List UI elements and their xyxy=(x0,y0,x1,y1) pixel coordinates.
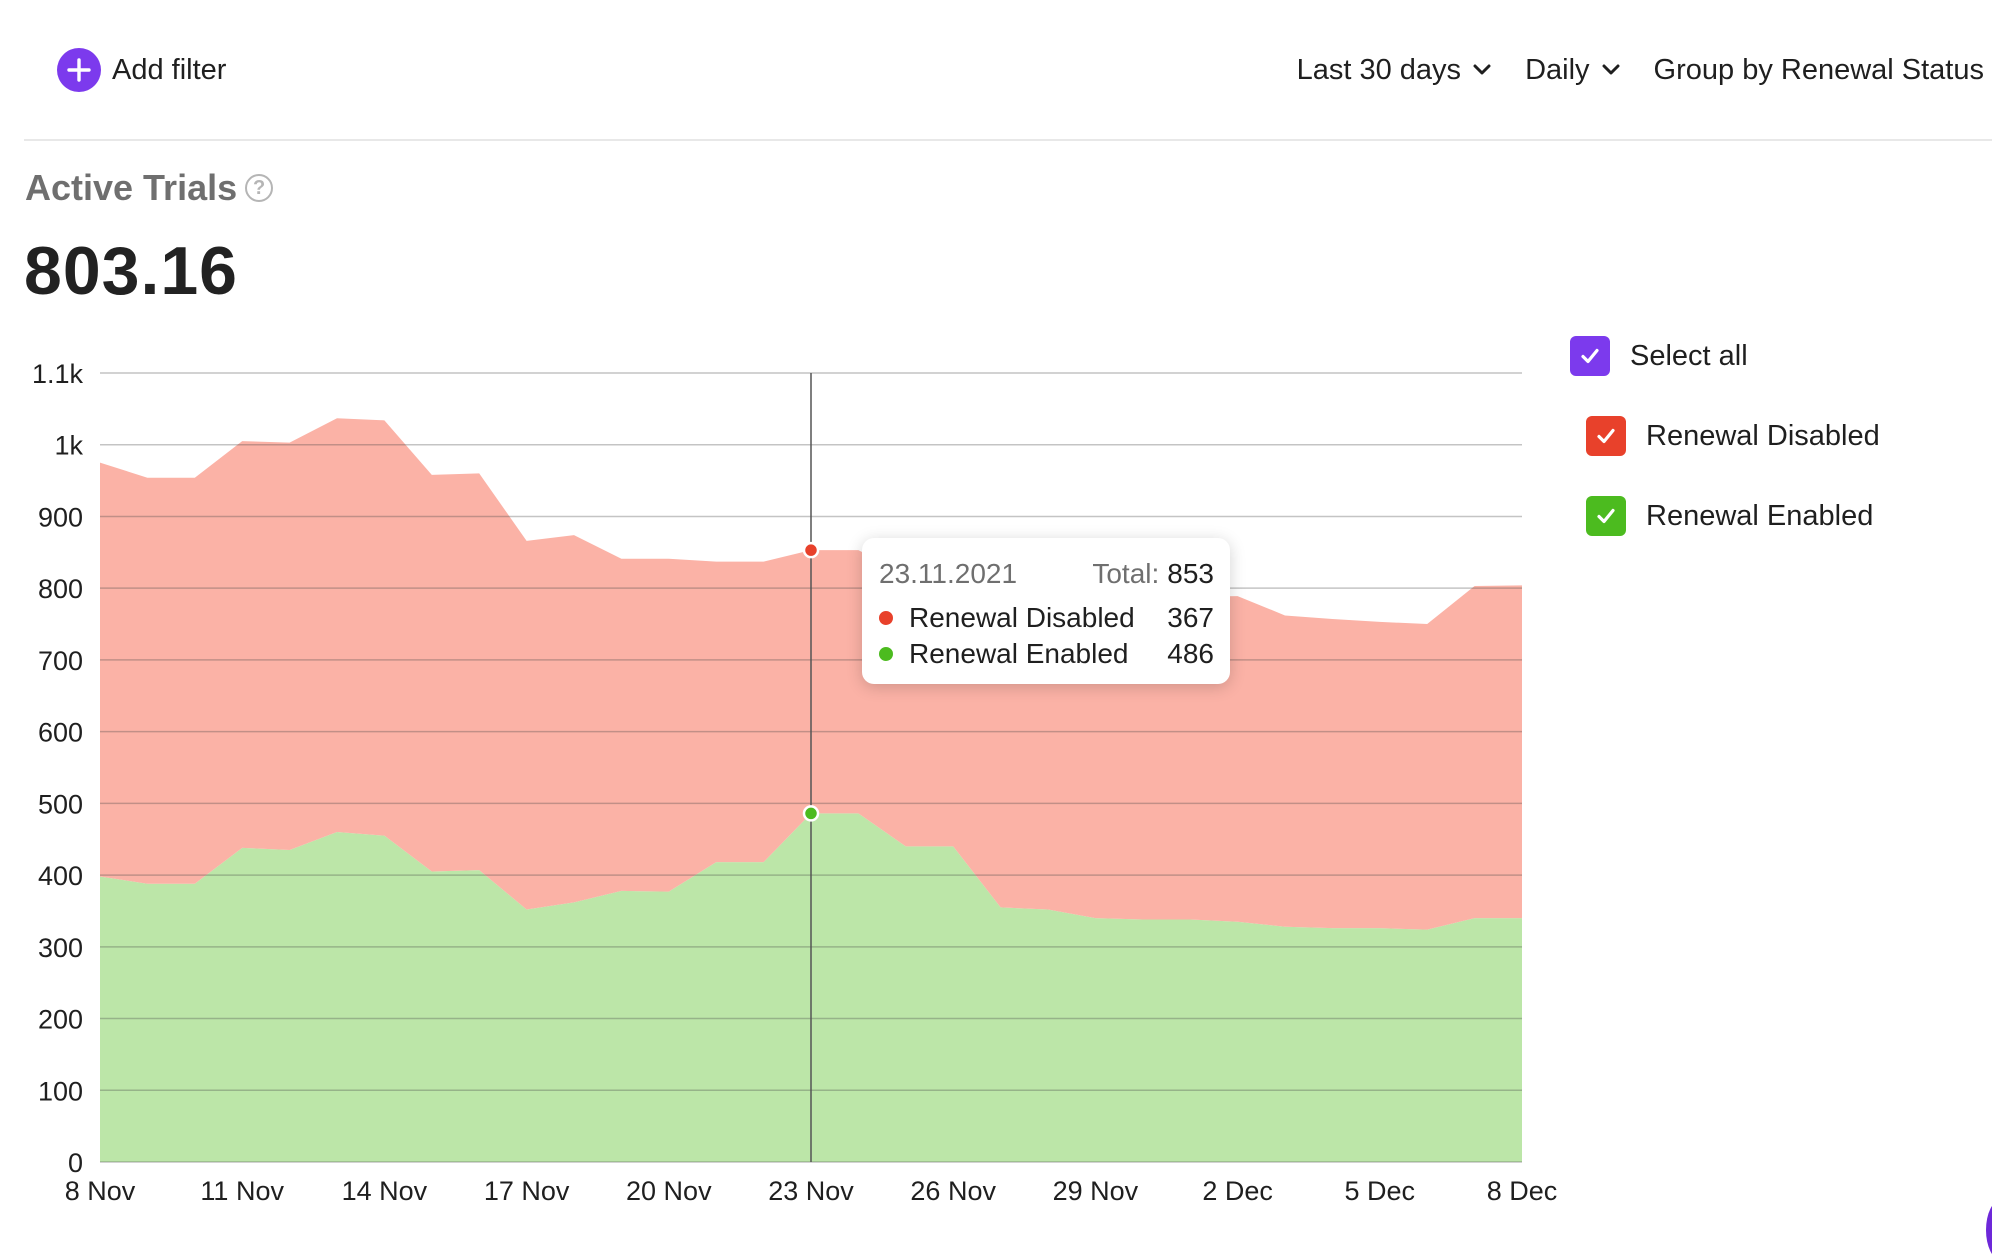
area-chart: 0 100 200 300 400 500 600 700 800 900 1k 1.1k 8 Nov… xyxy=(32,359,1558,1206)
interval-dropdown[interactable]: Daily xyxy=(1525,53,1620,87)
checkmark-icon xyxy=(1581,348,1599,364)
legend-label-renewal-disabled: Renewal Disabled xyxy=(1646,419,1880,452)
metric-header: Active Trials ? xyxy=(25,167,274,209)
y-tick-label: 1k xyxy=(54,431,83,461)
plus-icon xyxy=(57,48,101,92)
x-tick-label: 5 Dec xyxy=(1345,1176,1416,1206)
legend-item-renewal-disabled[interactable]: Renewal Disabled xyxy=(1586,416,1880,456)
tooltip-date: 23.11.2021 xyxy=(879,558,1018,589)
series-dot-icon xyxy=(879,647,893,661)
chart-tooltip: 23.11.2021 Total: 853 Renewal Disabled 36… xyxy=(862,538,1230,684)
legend-label-select-all: Select all xyxy=(1630,339,1748,372)
y-tick-label: 700 xyxy=(38,646,83,676)
x-tick-label: 14 Nov xyxy=(342,1176,428,1206)
legend-select-all[interactable]: Select all xyxy=(1570,336,1748,376)
x-tick-label: 11 Nov xyxy=(200,1176,284,1206)
y-tick-label: 500 xyxy=(38,789,83,819)
x-tick-label: 23 Nov xyxy=(768,1176,854,1206)
series-dot-icon xyxy=(879,611,893,625)
tooltip-total: Total: 853 xyxy=(1092,558,1214,590)
chat-widget-button[interactable] xyxy=(1986,1200,1992,1260)
add-filter-button[interactable]: Add filter xyxy=(57,48,226,92)
tooltip-series-value: 486 xyxy=(1167,638,1214,669)
add-filter-label: Add filter xyxy=(112,53,227,86)
x-tick-label: 26 Nov xyxy=(910,1176,996,1206)
checkmark-icon xyxy=(1597,508,1615,524)
x-tick-label: 8 Nov xyxy=(65,1176,136,1206)
y-tick-label: 800 xyxy=(38,574,83,604)
tooltip-series-name: Renewal Enabled xyxy=(909,638,1129,669)
y-tick-label: 100 xyxy=(38,1076,83,1106)
period-label: Last 30 days xyxy=(1296,53,1462,86)
x-tick-label: 20 Nov xyxy=(626,1176,712,1206)
x-tick-label: 29 Nov xyxy=(1053,1176,1139,1206)
checkbox-renewal-disabled[interactable] xyxy=(1586,416,1626,456)
top-toolbar: Add filter Last 30 days Daily Group by R… xyxy=(0,0,1992,140)
chart-controls: Last 30 days Daily Group by Renewal Stat… xyxy=(1263,48,1984,92)
help-icon[interactable]: ? xyxy=(245,174,274,202)
legend-label-renewal-enabled: Renewal Enabled xyxy=(1646,499,1874,532)
metric-value: 803.16 xyxy=(24,233,238,309)
y-tick-label: 200 xyxy=(38,1005,83,1035)
checkbox-renewal-enabled[interactable] xyxy=(1586,496,1626,536)
y-tick-label: 0 xyxy=(68,1148,83,1178)
tooltip-row-renewal-enabled: Renewal Enabled 486 xyxy=(879,638,1214,670)
checkmark-icon xyxy=(1597,428,1615,444)
metric-title: Active Trials xyxy=(25,167,238,208)
y-tick-label: 300 xyxy=(38,933,83,963)
chevron-down-icon xyxy=(1473,64,1491,75)
period-dropdown[interactable]: Last 30 days xyxy=(1297,54,1491,87)
x-tick-label: 8 Dec xyxy=(1487,1176,1558,1206)
hover-point-renewal-enabled xyxy=(802,805,820,822)
tooltip-total-label: Total: xyxy=(1092,558,1160,589)
y-tick-label: 600 xyxy=(38,718,83,748)
hover-point-renewal-disabled xyxy=(802,541,820,559)
group-by-dropdown[interactable]: Group by Renewal Status xyxy=(1654,54,1984,87)
tooltip-row-renewal-disabled: Renewal Disabled 367 xyxy=(879,602,1214,634)
tooltip-series-name: Renewal Disabled xyxy=(909,602,1135,633)
legend-item-renewal-enabled[interactable]: Renewal Enabled xyxy=(1586,496,1873,536)
chevron-down-icon xyxy=(1602,64,1620,75)
interval-label: Daily xyxy=(1525,53,1590,86)
checkbox-select-all[interactable] xyxy=(1570,336,1610,376)
y-tick-label: 900 xyxy=(38,502,83,532)
x-tick-label: 17 Nov xyxy=(484,1176,570,1206)
x-tick-label: 2 Dec xyxy=(1202,1176,1273,1206)
tooltip-total-value: 853 xyxy=(1167,558,1214,589)
toolbar-divider xyxy=(24,139,1992,141)
y-tick-label: 1.1k xyxy=(32,359,84,389)
tooltip-series-value: 367 xyxy=(1167,602,1214,633)
group-by-label: Group by Renewal Status xyxy=(1653,53,1984,86)
y-tick-label: 400 xyxy=(38,861,83,891)
